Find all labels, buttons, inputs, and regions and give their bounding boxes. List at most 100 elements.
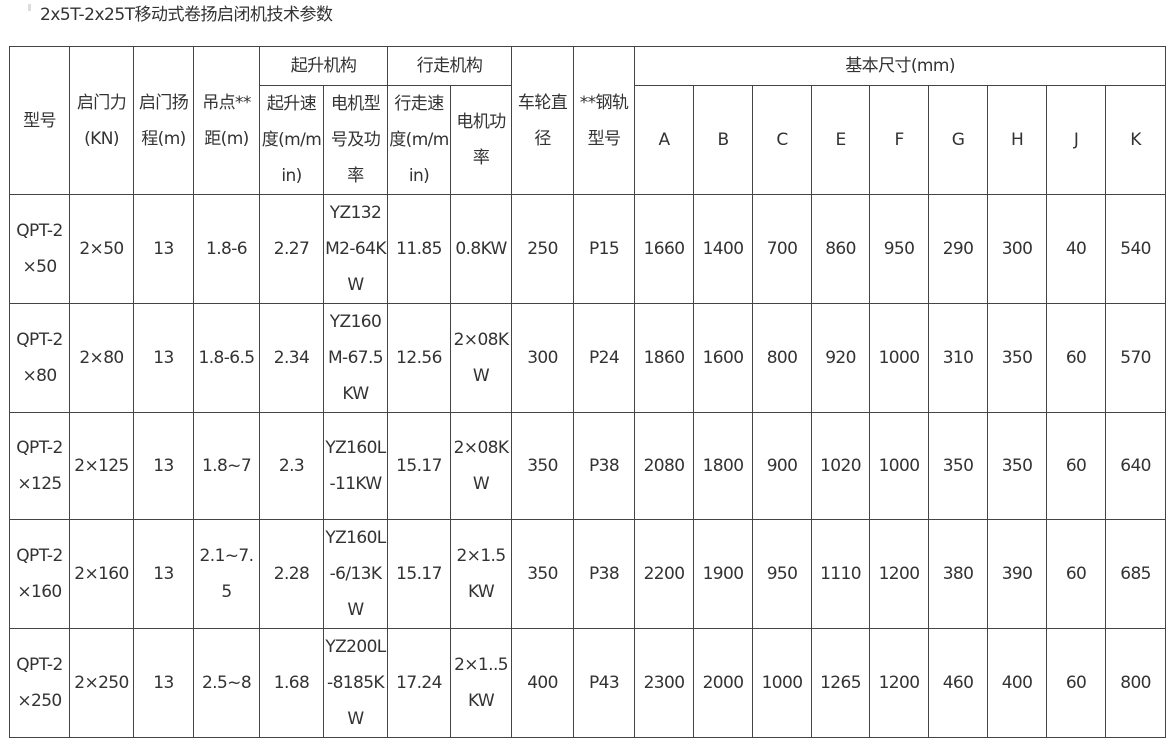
table-cell: 390 <box>987 519 1048 629</box>
header-dim-c: C <box>752 85 813 195</box>
table-cell: 60 <box>1046 519 1107 629</box>
table-cell: 2×08KW <box>450 303 513 413</box>
table-cell: 1020 <box>811 412 871 520</box>
table-cell: 700 <box>752 194 813 304</box>
table-cell: QPT-2×80 <box>9 303 70 413</box>
header-dim-h: H <box>987 85 1048 195</box>
table-cell: 11.85 <box>387 194 452 304</box>
header-span: 吊点**距(m) <box>193 46 260 195</box>
header-dim-g: G <box>928 85 989 195</box>
table-cell: 1000 <box>752 628 813 738</box>
table-cell: QPT-2×160 <box>9 519 70 629</box>
table-cell: 15.17 <box>387 519 452 629</box>
table-cell: 860 <box>811 194 871 304</box>
table-cell: 900 <box>752 412 813 520</box>
table-cell: 13 <box>133 519 194 629</box>
image-icon <box>28 4 31 11</box>
table-cell: YZ132M2-64KW <box>322 194 389 304</box>
header-dims-group: 基本尺寸(mm) <box>634 46 1167 86</box>
table-cell: 2×125 <box>69 412 134 520</box>
table-cell: 290 <box>928 194 989 304</box>
table-cell: 350 <box>511 412 575 520</box>
table-row: QPT-2×50 2×50 13 1.8-6 2.27 YZ132M2-64KW 11.85… <box>9 194 1167 304</box>
table-cell: 950 <box>752 519 813 629</box>
table-cell: 350 <box>511 519 575 629</box>
table-cell: 2200 <box>634 519 695 629</box>
table-cell: 640 <box>1105 412 1167 520</box>
table-cell: 2000 <box>693 628 754 738</box>
table-cell: P43 <box>573 628 636 738</box>
table-cell: 570 <box>1105 303 1167 413</box>
table-cell: P24 <box>573 303 636 413</box>
table-cell: 0.8KW <box>450 194 513 304</box>
table-cell: 1600 <box>693 303 754 413</box>
table-cell: 2300 <box>634 628 695 738</box>
table-cell: 1000 <box>869 412 930 520</box>
table-cell: 460 <box>928 628 989 738</box>
header-dim-f: F <box>869 85 930 195</box>
table-cell: 400 <box>987 628 1048 738</box>
table-cell: YZ160M-67.5KW <box>322 303 389 413</box>
header-lift: 启门扬程(m) <box>133 46 194 195</box>
header-force: 启门力(KN) <box>69 46 134 195</box>
table-cell: 2×1.5KW <box>450 519 513 629</box>
table-cell: 300 <box>987 194 1048 304</box>
table-cell: 250 <box>511 194 575 304</box>
table-row: QPT-2×250 2×250 13 2.5~8 1.68 YZ200L-8185KW 17… <box>9 628 1167 738</box>
header-rail: **钢轨型号 <box>573 46 636 195</box>
table-cell: 1900 <box>693 519 754 629</box>
table-cell: 2×250 <box>69 628 134 738</box>
table-cell: 2.27 <box>259 194 324 304</box>
header-model: 型号 <box>9 46 70 195</box>
table-cell: 800 <box>752 303 813 413</box>
table-cell: 2.5~8 <box>193 628 260 738</box>
table-cell: 950 <box>869 194 930 304</box>
table-cell: 1800 <box>693 412 754 520</box>
table-cell: 1000 <box>869 303 930 413</box>
header-travel-group: 行走机构 <box>387 46 513 86</box>
table-cell: 60 <box>1046 628 1107 738</box>
header-dim-b: B <box>693 85 754 195</box>
table-cell: YZ160L-11KW <box>322 412 389 520</box>
table-cell: 2×80 <box>69 303 134 413</box>
table-cell: 2×08KW <box>450 412 513 520</box>
table-cell: 60 <box>1046 412 1107 520</box>
table-cell: 13 <box>133 303 194 413</box>
table-cell: 40 <box>1046 194 1107 304</box>
table-cell: 17.24 <box>387 628 452 738</box>
table-cell: YZ160L-6/13KW <box>322 519 389 629</box>
table-cell: 300 <box>511 303 575 413</box>
header-hoist-speed: 起升速度(m/min) <box>259 85 324 195</box>
header-travel-speed: 行走速度(m/min) <box>387 85 452 195</box>
table-cell: 350 <box>928 412 989 520</box>
table-row: QPT-2×160 2×160 13 2.1~7.5 2.28 YZ160L-6/13KW… <box>9 519 1167 629</box>
header-hoist-group: 起升机构 <box>258 46 389 86</box>
page-title: 2x5T-2x25T移动式卷扬启闭机技术参数 <box>28 2 333 28</box>
table-cell: P38 <box>573 519 636 629</box>
table-cell: 1.8-6.5 <box>193 303 260 413</box>
table-cell: 1200 <box>869 519 930 629</box>
table-row: QPT-2×125 2×125 13 1.8~7 2.3 YZ160L-11KW 15.17… <box>9 412 1167 520</box>
table-cell: 2.28 <box>259 519 324 629</box>
table-cell: 350 <box>987 303 1048 413</box>
header-dim-k: K <box>1105 85 1167 195</box>
table-cell: 380 <box>928 519 989 629</box>
table-cell: 2.1~7.5 <box>193 519 260 629</box>
table-cell: 1860 <box>634 303 695 413</box>
table-cell: QPT-2×250 <box>9 628 70 738</box>
table-row: QPT-2×80 2×80 13 1.8-6.5 2.34 YZ160M-67.5KW 12… <box>9 303 1167 413</box>
header-dim-a: A <box>634 85 695 195</box>
table-cell: QPT-2×50 <box>9 194 70 304</box>
table-cell: 350 <box>987 412 1048 520</box>
table-cell: 2.34 <box>259 303 324 413</box>
table-cell: P38 <box>573 412 636 520</box>
table-cell: YZ200L-8185KW <box>322 628 389 738</box>
table-cell: P15 <box>573 194 636 304</box>
table-cell: 1660 <box>634 194 695 304</box>
table-cell: 2.3 <box>259 412 324 520</box>
table-cell: 2×50 <box>69 194 134 304</box>
table-cell: 2×160 <box>69 519 134 629</box>
table-cell: 685 <box>1105 519 1167 629</box>
table-cell: 1265 <box>811 628 871 738</box>
header-hoist-motor: 电机型号及功率 <box>322 85 389 195</box>
